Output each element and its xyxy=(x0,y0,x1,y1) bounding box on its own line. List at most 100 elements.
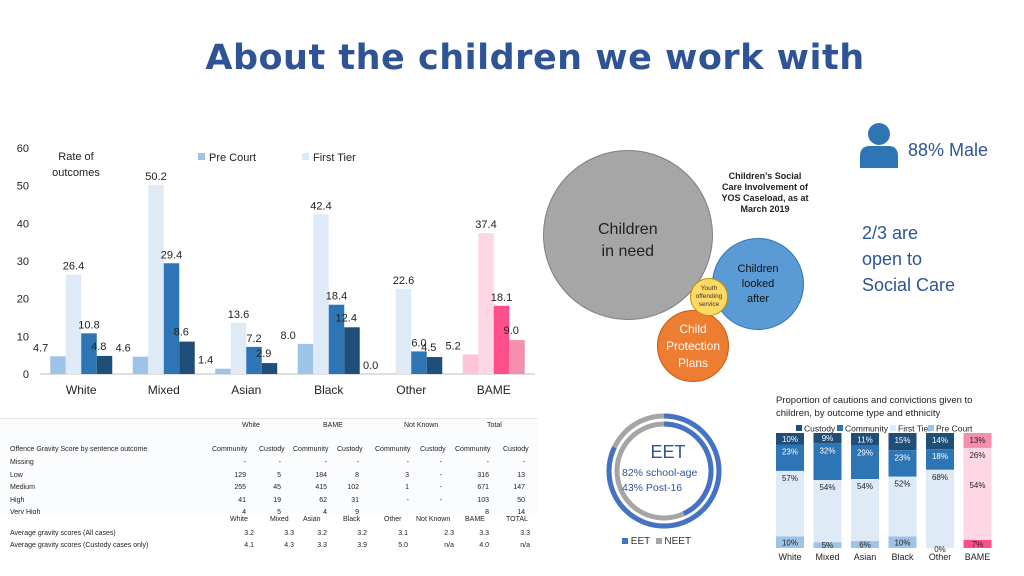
bar xyxy=(230,322,247,374)
bubble-title-line: Children's Social xyxy=(728,171,802,181)
bar xyxy=(96,355,113,374)
social-care-text: 2/3 are open to Social Care xyxy=(862,220,955,298)
x-tick-label: BAME xyxy=(965,552,991,562)
data-label: 4.6 xyxy=(115,343,130,355)
table-row-label: High xyxy=(10,496,25,504)
segment-label: 54% xyxy=(969,481,985,490)
stack-segment xyxy=(963,433,992,448)
avg-cell: 3.2 xyxy=(357,530,367,537)
segment-label: 14% xyxy=(932,436,948,445)
data-label: 4.7 xyxy=(33,342,48,354)
table-group-header: Not Known xyxy=(404,422,439,429)
table-group-header: BAME xyxy=(323,422,343,429)
table-cell: 31 xyxy=(351,496,359,504)
stack-segment xyxy=(888,450,917,477)
x-tick-label: Asian xyxy=(231,383,261,397)
table-row-label: Missing xyxy=(10,459,34,466)
bubble-label: service xyxy=(698,301,720,308)
bar xyxy=(132,356,149,374)
table-cell: - xyxy=(439,471,442,479)
data-label: 0.0 xyxy=(363,360,378,372)
neet-legend-label: NEET xyxy=(664,536,692,547)
segment-label: 23% xyxy=(782,448,798,457)
x-tick-label: White xyxy=(778,552,801,562)
bar xyxy=(328,304,345,374)
table-sub-header: Community xyxy=(375,446,411,453)
eet-center-label: EET xyxy=(650,442,686,462)
avg-cell: 3.3 xyxy=(284,530,294,537)
table-cell: - xyxy=(522,459,525,466)
stack-segment xyxy=(851,445,879,479)
avg-cell: 3.3 xyxy=(479,530,489,537)
eet-legend: EET NEET xyxy=(622,536,691,547)
table-cell: 14 xyxy=(517,509,525,516)
stack-segment xyxy=(813,433,842,444)
table-background xyxy=(0,418,538,525)
data-label: 8.0 xyxy=(280,330,295,342)
table-cell: 316 xyxy=(477,471,489,479)
eet-legend-label: EET xyxy=(630,536,651,547)
proportion-chart-title: Proportion of cautions and convictions g… xyxy=(776,395,973,419)
segment-label: 18% xyxy=(932,452,948,461)
bar xyxy=(395,288,412,374)
segment-label: 13% xyxy=(969,436,985,445)
segment-label: 54% xyxy=(819,483,835,492)
avg-header: TOTAL xyxy=(506,516,528,523)
bar xyxy=(462,354,479,374)
table-row-label: Medium xyxy=(10,484,35,491)
table-cell: 8 xyxy=(485,509,489,516)
y-tick-label: 10 xyxy=(17,331,29,343)
legend-swatch xyxy=(198,153,205,160)
data-label: 4.8 xyxy=(91,341,106,353)
segment-label: 57% xyxy=(782,474,798,483)
segment-label: 10% xyxy=(782,435,798,444)
stack-segment xyxy=(776,536,804,548)
stack-segment xyxy=(888,476,917,537)
data-label: 42.4 xyxy=(310,200,331,212)
avg-header: White xyxy=(230,516,248,523)
bar xyxy=(179,341,195,374)
bar xyxy=(411,351,427,374)
table-sub-header: Community xyxy=(212,446,248,453)
avg-cell: 2.3 xyxy=(444,530,454,537)
table-group-header: Total xyxy=(487,422,502,429)
table-cell: - xyxy=(406,496,409,504)
person-icon xyxy=(860,123,898,168)
data-label: 50.2 xyxy=(145,171,166,183)
x-tick-label: Mixed xyxy=(815,552,839,562)
table-sub-header: Custody xyxy=(503,446,529,453)
segment-label: 7% xyxy=(972,540,984,549)
table-cell: 45 xyxy=(273,484,281,491)
eet-post16: 43% Post-16 xyxy=(622,482,683,494)
x-tick-label: Asian xyxy=(854,552,877,562)
children-in-need-bubble: Children in need xyxy=(543,150,713,320)
table-cell: 50 xyxy=(517,496,525,504)
bubble-label: in need xyxy=(601,243,655,260)
table-cell: 147 xyxy=(513,484,525,491)
table-cell: 5 xyxy=(277,471,281,479)
table-cell: 5 xyxy=(277,509,281,516)
legend-label: First Tier xyxy=(898,424,931,434)
child-protection-bubble: Child Protection Plans xyxy=(657,310,729,382)
segment-label: 29% xyxy=(857,449,873,458)
male-percentage: 88% Male xyxy=(908,140,989,160)
y-tick-label: 60 xyxy=(17,143,29,155)
table-cell: 184 xyxy=(315,471,327,479)
bar xyxy=(493,305,510,374)
table-sub-header: Custody xyxy=(420,446,446,453)
avg-cell: 3.2 xyxy=(244,530,254,537)
eet-school-age: 82% school-age xyxy=(622,467,698,479)
table-sub-header: Community xyxy=(293,446,329,453)
table-cell: 1 xyxy=(405,484,409,491)
segment-label: 26% xyxy=(969,451,985,460)
table-cell: 255 xyxy=(234,484,246,491)
bar xyxy=(426,357,443,374)
y-tick-label: 40 xyxy=(17,218,29,230)
looked-after-bubble: Children looked after xyxy=(712,238,804,330)
data-label: 12.4 xyxy=(336,312,357,324)
chart-title-line: Rate of xyxy=(58,151,94,163)
table-cell: 13 xyxy=(517,471,525,479)
data-label: 18.4 xyxy=(326,291,347,303)
table-cell: 129 xyxy=(234,471,246,479)
table-cell: 671 xyxy=(477,484,489,491)
